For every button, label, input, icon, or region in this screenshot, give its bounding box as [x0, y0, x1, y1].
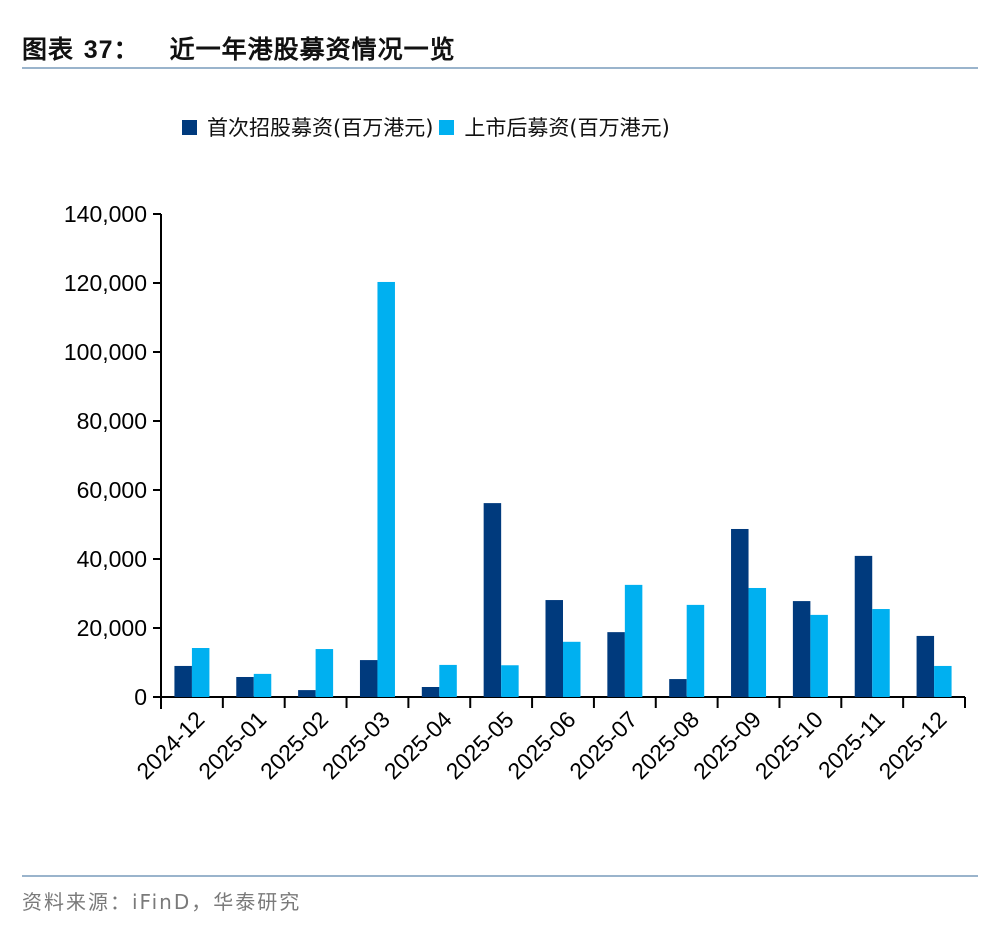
legend-item-post-listing: 上市后募资(百万港元) [439, 112, 670, 142]
bar-ipo [792, 601, 811, 697]
bar-ipo [236, 676, 254, 697]
legend-label-post-listing: 上市后募资(百万港元) [464, 116, 670, 140]
bar-post-listing [439, 664, 457, 697]
bar-ipo [607, 632, 625, 697]
x-tick-label: 2025-03 [317, 706, 395, 784]
legend-swatch-post-listing [439, 119, 455, 135]
bar-ipo [421, 686, 440, 697]
x-tick-label: 2025-02 [255, 706, 333, 784]
bar-ipo [483, 503, 502, 697]
y-tick-label: 60,000 [77, 477, 147, 503]
figure-label: 图表 [22, 35, 75, 64]
chart-title: 近一年港股募资情况一览 [169, 35, 456, 64]
figure-number: 37 [83, 36, 114, 64]
y-tick-label: 0 [134, 684, 147, 710]
page-title: 图表 37： 近一年港股募资情况一览 [22, 30, 456, 66]
bar-ipo [669, 679, 687, 697]
y-tick-label: 40,000 [77, 546, 147, 572]
y-tick-label: 100,000 [64, 339, 147, 365]
bar-post-listing [810, 614, 828, 697]
bar-post-listing [501, 665, 519, 697]
chart-legend: 首次招股募资(百万港元) 上市后募资(百万港元) [182, 112, 676, 142]
bar-ipo [174, 665, 192, 697]
bar-ipo [916, 635, 935, 697]
bar-post-listing [624, 584, 643, 697]
y-tick-label: 120,000 [64, 270, 147, 296]
bottom-divider [22, 875, 978, 877]
x-tick-label: 2025-12 [874, 706, 952, 784]
x-tick-label: 2025-05 [441, 706, 519, 784]
x-tick-label: 2024-12 [131, 706, 209, 784]
y-tick-label: 20,000 [77, 615, 147, 641]
bar-post-listing [191, 648, 210, 697]
bar-post-listing [377, 281, 395, 697]
x-tick-label: 2025-07 [564, 706, 642, 784]
x-tick-label: 2025-04 [379, 706, 457, 784]
bar-post-listing [563, 641, 581, 697]
source-note: 资料来源：iFinD，华泰研究 [22, 890, 302, 914]
x-tick-label: 2025-01 [193, 706, 271, 784]
bar-post-listing [934, 665, 952, 697]
x-tick-label: 2025-10 [750, 706, 828, 784]
legend-label-ipo: 首次招股募资(百万港元) [207, 116, 434, 140]
bar-chart: 0 20,000 40,000 60,000 80,000 100,000 120,000 1… [64, 201, 966, 784]
y-tick-label: 80,000 [77, 408, 147, 434]
bar-ipo [731, 528, 749, 697]
x-tick-label: 2025-06 [502, 706, 580, 784]
bar-ipo [359, 660, 378, 697]
bar-ipo [854, 555, 873, 697]
bar-ipo [545, 600, 563, 697]
y-tick-label: 140,000 [64, 201, 147, 227]
legend-item-ipo: 首次招股募资(百万港元) [182, 112, 433, 142]
x-tick-label: 2025-09 [688, 706, 766, 784]
top-divider [22, 67, 978, 69]
bar-ipo [298, 690, 316, 697]
title-colon: ： [113, 35, 140, 64]
x-tick-label: 2025-08 [626, 706, 704, 784]
legend-swatch-ipo [182, 119, 197, 135]
bar-post-listing [686, 604, 705, 697]
bar-post-listing [872, 609, 890, 697]
bar-post-listing [253, 673, 272, 697]
bar-post-listing [315, 649, 334, 697]
bar-post-listing [748, 587, 767, 697]
